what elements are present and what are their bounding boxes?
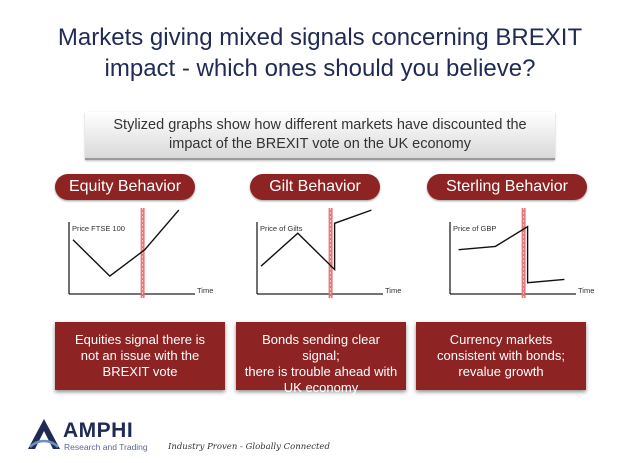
equity-y-label: Price FTSE 100 [72,224,125,233]
sterling-card-line-2: consistent with bonds; [437,348,565,363]
brand-name: AMPHI [63,419,134,442]
sterling-heading: Sterling Behavior [427,174,587,200]
equity-heading: Equity Behavior [55,174,195,200]
equity-chart-svg: Price FTSE 100 Time [68,208,213,298]
subtitle-box: Stylized graphs show how different marke… [85,112,555,160]
gilt-card-line-1: Bonds sending clear signal; [262,332,380,363]
equity-card-line-2: not an issue with the [80,348,200,363]
subtitle-line-2: impact of the BREXIT vote on the UK econ… [169,136,471,152]
equity-card: Equities signal there is not an issue wi… [55,322,225,390]
sterling-chart: Price of GBP Time [436,208,606,312]
gilt-card-line-3: UK economy [283,380,359,395]
sterling-series-line [458,225,565,284]
sterling-card-line-1: Currency markets [449,332,553,347]
slide-title-line-2: impact - which ones should you believe? [104,55,536,82]
gilt-chart: Price of Gilts Time [243,208,413,312]
subtitle-line-1: Stylized graphs show how different marke… [113,117,527,133]
gilt-card-line-2: there is trouble ahead with [244,364,398,379]
sterling-chart-svg: Price of GBP Time [449,208,594,298]
gilt-heading: Gilt Behavior [250,174,380,200]
sterling-card-line-3: revalue growth [458,364,544,379]
equity-card-line-1: Equities signal there is [74,332,206,347]
gilt-chart-svg: Price of Gilts Time [256,208,401,298]
gilt-card: Bonds sending clear signal; there is tro… [236,322,406,395]
gilt-x-label: Time [385,286,401,295]
equity-x-label: Time [197,286,213,295]
slide-title: Markets giving mixed signals concerning … [20,22,620,84]
equity-chart: Price FTSE 100 Time [55,208,225,312]
tagline: Industry Proven - Globally Connected [168,442,330,452]
slide-title-line-1: Markets giving mixed signals concerning … [57,24,583,51]
equity-series-line [72,209,180,278]
sterling-x-label: Time [578,286,594,295]
brand-subtitle: Research and Trading [64,442,148,452]
gilt-series-line [260,209,372,272]
sterling-y-label: Price of GBP [453,224,496,233]
gilt-y-label: Price of Gilts [260,224,303,233]
equity-card-line-3: BREXIT vote [102,364,178,379]
sterling-card: Currency markets consistent with bonds; … [416,322,586,390]
amphi-logo-icon [28,419,60,449]
